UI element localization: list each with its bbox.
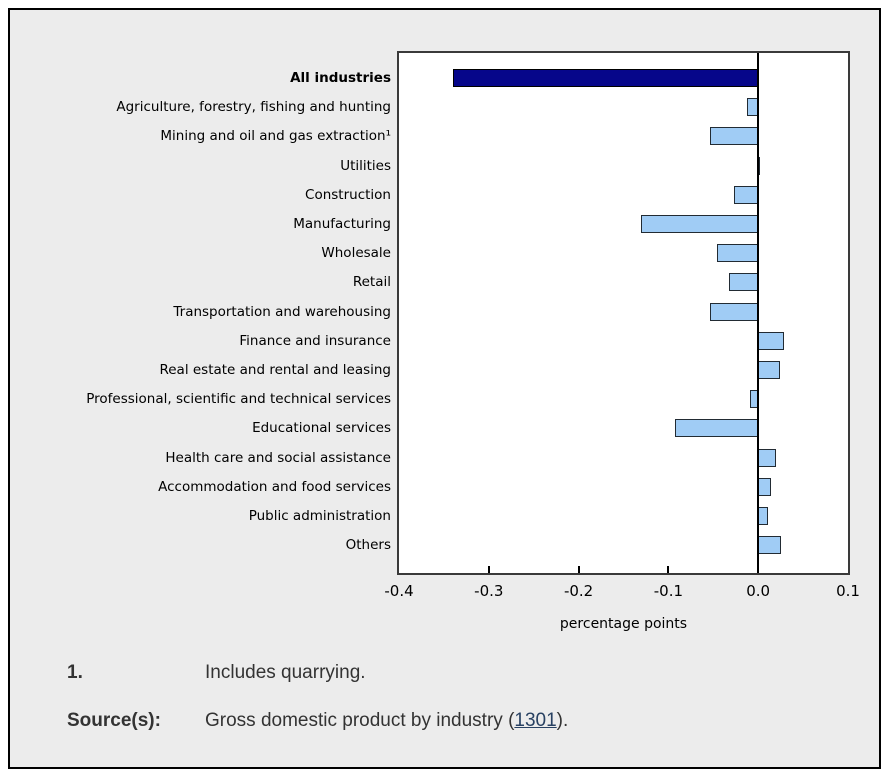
bar xyxy=(452,69,759,87)
source-label: Source(s): xyxy=(67,710,161,731)
bar xyxy=(758,361,780,379)
x-axis-label: percentage points xyxy=(559,616,688,632)
x-axis-tick xyxy=(667,566,670,573)
category-label: Construction xyxy=(305,186,391,203)
gdp-industry-bar-chart-plot xyxy=(397,51,850,575)
bar xyxy=(758,331,785,350)
x-axis-tick-label: -0.2 xyxy=(563,582,594,600)
bar xyxy=(716,244,759,263)
x-axis-tick-label: -0.1 xyxy=(653,582,684,600)
zero-axis-line xyxy=(757,53,760,573)
category-label: Public administration xyxy=(248,508,391,524)
bar xyxy=(758,477,771,496)
source-text-before-link: Gross domestic product by industry ( xyxy=(205,710,515,731)
bar xyxy=(758,536,781,555)
x-axis-tick xyxy=(577,566,580,573)
source-link[interactable]: 1301 xyxy=(514,710,557,731)
bar xyxy=(729,273,759,292)
category-label: Retail xyxy=(352,274,391,291)
x-axis-tick xyxy=(487,566,490,573)
x-axis-tick-label: 0.1 xyxy=(836,582,860,600)
category-label: Others xyxy=(345,537,391,554)
bar xyxy=(733,185,759,204)
category-label: Health care and social assistance xyxy=(165,449,391,466)
bar xyxy=(709,302,759,321)
category-label: Professional, scientific and technical s… xyxy=(86,391,391,408)
category-label: Educational services xyxy=(252,420,391,437)
bar xyxy=(641,215,759,233)
x-axis-tick-label: -0.3 xyxy=(474,582,504,600)
x-axis-tick-label: 0.0 xyxy=(746,582,771,600)
category-label: Wholesale xyxy=(321,245,391,262)
footnote-text: Includes quarrying. xyxy=(205,662,366,683)
bar xyxy=(709,127,759,146)
category-label: Utilities xyxy=(340,157,391,174)
footnote-number: 1. xyxy=(67,662,83,683)
bar xyxy=(674,419,759,438)
source-text-after-link: ). xyxy=(556,710,569,731)
category-label: All industries xyxy=(290,70,391,86)
source-line: Gross domestic product by industry (1301… xyxy=(205,710,568,732)
x-axis-tick-label: -0.4 xyxy=(384,582,414,600)
category-label: Finance and insurance xyxy=(239,332,391,349)
category-label: Agriculture, forestry, fishing and hunti… xyxy=(116,99,391,116)
bar xyxy=(758,507,769,525)
category-label: Mining and oil and gas extraction¹ xyxy=(160,128,391,145)
category-label: Transportation and warehousing xyxy=(173,303,391,320)
bar xyxy=(758,448,777,467)
chart-frame: percentage points 1. Includes quarrying.… xyxy=(8,8,881,769)
category-label: Accommodation and food services xyxy=(158,478,391,495)
category-label: Manufacturing xyxy=(293,216,391,232)
category-label: Real estate and rental and leasing xyxy=(159,362,391,378)
